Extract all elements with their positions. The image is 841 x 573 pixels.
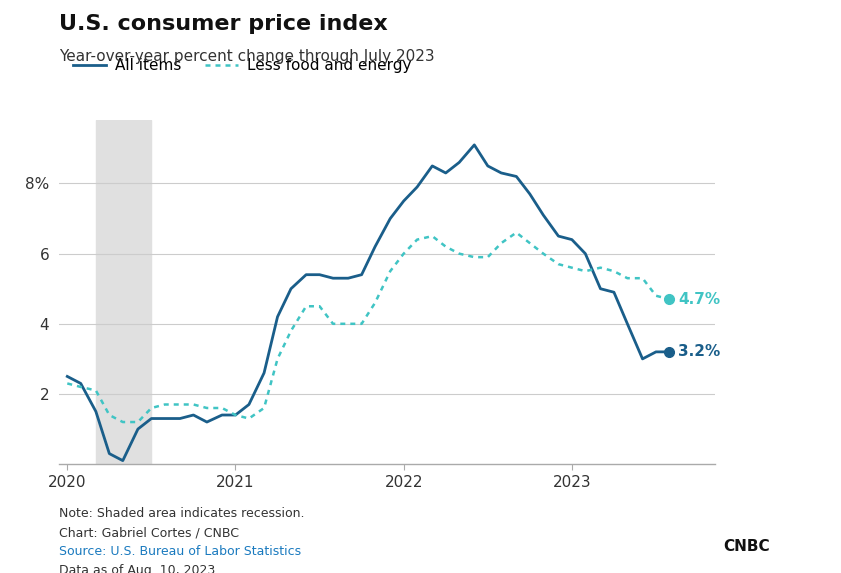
Text: U.S. consumer price index: U.S. consumer price index bbox=[59, 14, 388, 34]
Text: Data as of Aug. 10, 2023: Data as of Aug. 10, 2023 bbox=[59, 564, 215, 573]
Bar bbox=[96, 120, 151, 464]
Text: Year-over-year percent change through July 2023: Year-over-year percent change through Ju… bbox=[59, 49, 435, 64]
Text: Source: U.S. Bureau of Labor Statistics: Source: U.S. Bureau of Labor Statistics bbox=[59, 545, 301, 558]
Text: Note: Shaded area indicates recession.: Note: Shaded area indicates recession. bbox=[59, 507, 304, 520]
Text: CNBC: CNBC bbox=[723, 539, 770, 554]
Text: 3.2%: 3.2% bbox=[678, 344, 720, 359]
Text: Chart: Gabriel Cortes / CNBC: Chart: Gabriel Cortes / CNBC bbox=[59, 526, 239, 539]
Text: 4.7%: 4.7% bbox=[678, 292, 720, 307]
Legend: All items, Less food and energy: All items, Less food and energy bbox=[66, 52, 418, 80]
